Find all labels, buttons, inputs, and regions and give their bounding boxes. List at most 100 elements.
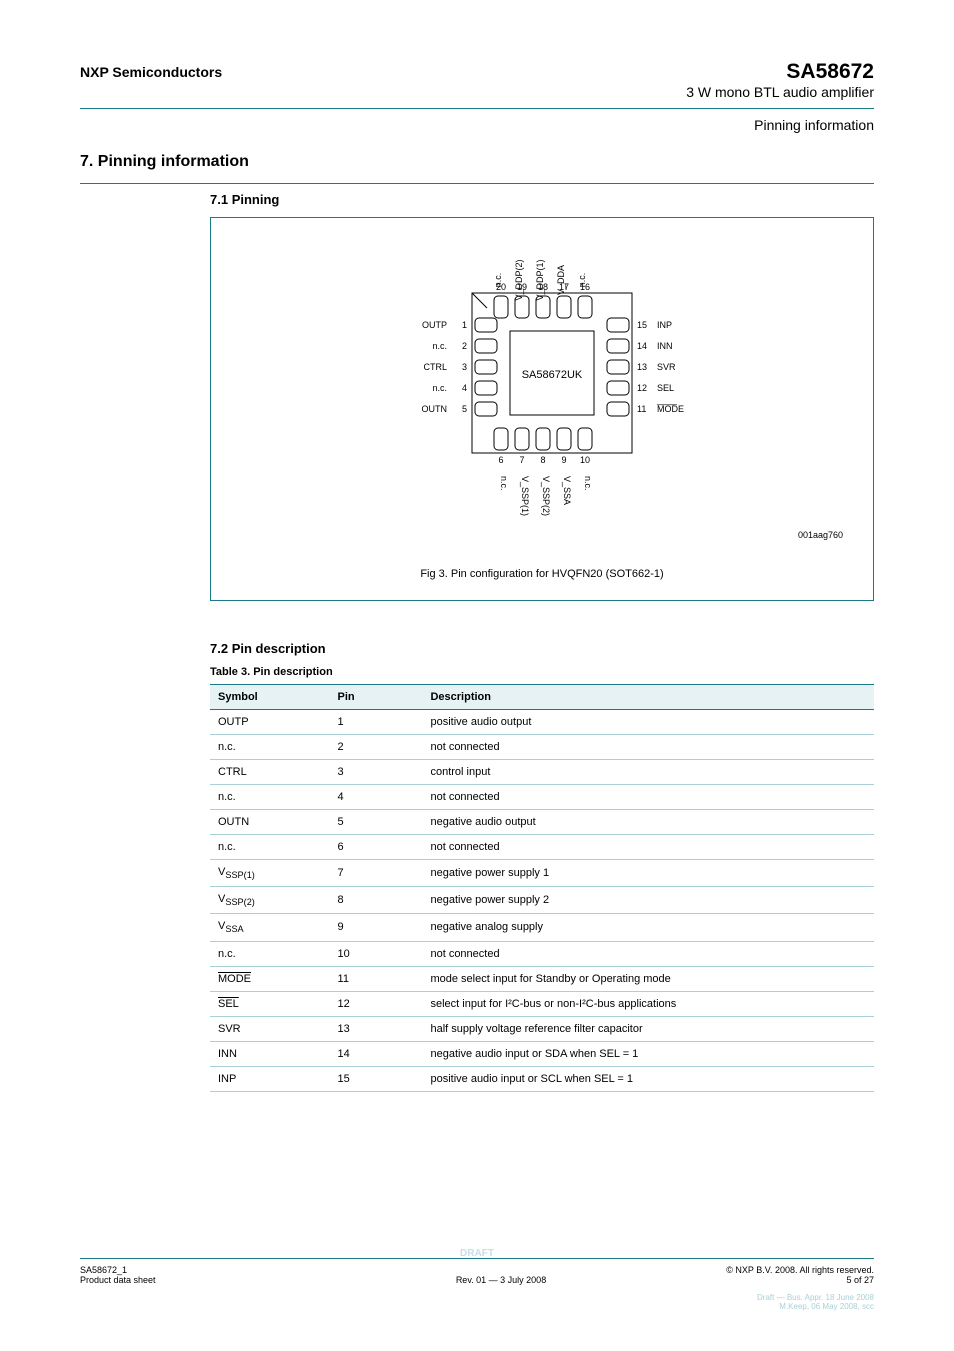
cell-pin: 15 bbox=[330, 1066, 423, 1091]
svg-text:11: 11 bbox=[637, 404, 646, 414]
cell-desc: mode select input for Standby or Operati… bbox=[422, 966, 874, 991]
section-title-text: Pinning information bbox=[98, 153, 249, 170]
header-divider-1 bbox=[80, 108, 874, 109]
cell-desc: negative analog supply bbox=[422, 914, 874, 941]
svg-text:10: 10 bbox=[580, 455, 590, 465]
part-number: SA58672 bbox=[686, 60, 874, 84]
table-row: INP15positive audio input or SCL when SE… bbox=[210, 1066, 874, 1091]
svg-text:INP: INP bbox=[657, 320, 672, 330]
table-row: n.c.6not connected bbox=[210, 835, 874, 860]
cell-pin: 1 bbox=[330, 710, 423, 735]
svg-text:14: 14 bbox=[637, 341, 647, 351]
cell-pin: 11 bbox=[330, 966, 423, 991]
table-row: SEL12select input for I²C-bus or non-I²C… bbox=[210, 991, 874, 1016]
svg-text:SEL: SEL bbox=[657, 383, 674, 393]
pin-table-container: Table 3. Pin description Symbol Pin Desc… bbox=[210, 666, 874, 1092]
svg-text:INN: INN bbox=[657, 341, 673, 351]
table-row: n.c.4not connected bbox=[210, 785, 874, 810]
cell-pin: 6 bbox=[330, 835, 423, 860]
table-caption-text: Pin description bbox=[253, 666, 332, 678]
svg-text:n.c.: n.c. bbox=[493, 273, 503, 288]
subsection-heading: 7.1 Pinning bbox=[210, 192, 874, 207]
svg-text:CTRL: CTRL bbox=[423, 362, 447, 372]
cell-desc: negative power supply 1 bbox=[422, 860, 874, 887]
svg-text:OUTP: OUTP bbox=[422, 320, 447, 330]
cell-pin: 14 bbox=[330, 1041, 423, 1066]
svg-text:9: 9 bbox=[561, 455, 566, 465]
cell-pin: 10 bbox=[330, 941, 423, 966]
cell-desc: not connected bbox=[422, 735, 874, 760]
section-divider bbox=[80, 183, 874, 184]
cell-symbol: VSSP(1) bbox=[210, 860, 330, 887]
section-number: 7. bbox=[80, 153, 93, 170]
cell-pin: 7 bbox=[330, 860, 423, 887]
table-header-row: Symbol Pin Description bbox=[210, 685, 874, 710]
subsection-number-2: 7.2 bbox=[210, 641, 228, 656]
cell-symbol: n.c. bbox=[210, 835, 330, 860]
svg-text:OUTN: OUTN bbox=[422, 404, 448, 414]
table-row: OUTP1positive audio output bbox=[210, 710, 874, 735]
cell-symbol: OUTN bbox=[210, 810, 330, 835]
svg-text:V_SSA: V_SSA bbox=[562, 476, 572, 505]
svg-text:n.c.: n.c. bbox=[432, 383, 447, 393]
cell-desc: not connected bbox=[422, 835, 874, 860]
svg-text:V_DDP(2): V_DDP(2) bbox=[514, 259, 524, 300]
subsection-title: Pinning bbox=[232, 192, 280, 207]
svg-text:5: 5 bbox=[462, 404, 467, 414]
svg-text:6: 6 bbox=[498, 455, 503, 465]
svg-text:n.c.: n.c. bbox=[432, 341, 447, 351]
cell-desc: negative audio input or SDA when SEL = 1 bbox=[422, 1041, 874, 1066]
table-row: n.c.10not connected bbox=[210, 941, 874, 966]
svg-text:8: 8 bbox=[540, 455, 545, 465]
cell-pin: 12 bbox=[330, 991, 423, 1016]
page-footer: SA58672_1 © NXP B.V. 2008. All rights re… bbox=[80, 1258, 874, 1311]
svg-text:2: 2 bbox=[462, 341, 467, 351]
cell-symbol: SVR bbox=[210, 1016, 330, 1041]
table-row: VSSP(1)7negative power supply 1 bbox=[210, 860, 874, 887]
draft-watermark: DRAFT bbox=[460, 1248, 494, 1259]
svg-text:3: 3 bbox=[462, 362, 467, 372]
svg-text:n.c.: n.c. bbox=[499, 476, 509, 491]
cell-symbol: n.c. bbox=[210, 735, 330, 760]
table-row: n.c.2not connected bbox=[210, 735, 874, 760]
col-header-desc: Description bbox=[422, 685, 874, 710]
cell-symbol: n.c. bbox=[210, 785, 330, 810]
cell-desc: positive audio output bbox=[422, 710, 874, 735]
cell-symbol: INN bbox=[210, 1041, 330, 1066]
figure-caption: Fig 3. Pin configuration for HVQFN20 (SO… bbox=[231, 568, 853, 580]
figure-caption-text: Pin configuration for HVQFN20 (SOT662-1) bbox=[451, 568, 664, 580]
company-name: NXP Semiconductors bbox=[80, 64, 222, 80]
top-pins: 20 19 18 17 16 n.c. V_DDP(2) V_DDP(1) V_… bbox=[493, 259, 592, 318]
col-header-pin: Pin bbox=[330, 685, 423, 710]
table-row: VSSP(2)8negative power supply 2 bbox=[210, 887, 874, 914]
bottom-pins: 6 7 8 9 10 n.c. V_SSP(1) V_SSP(2) V_SSA … bbox=[494, 428, 593, 516]
table-caption: Table 3. Pin description bbox=[210, 666, 874, 678]
cell-symbol: SEL bbox=[210, 991, 330, 1016]
table-row: CTRL3control input bbox=[210, 760, 874, 785]
footer-page-num: 5 of 27 bbox=[846, 1275, 874, 1285]
figure-caption-number: Fig 3. bbox=[420, 568, 448, 580]
svg-text:n.c.: n.c. bbox=[583, 476, 593, 491]
cell-pin: 3 bbox=[330, 760, 423, 785]
right-pins: 15 14 13 12 11 INP INN SVR SEL MODE ____ bbox=[607, 318, 684, 416]
svg-text:13: 13 bbox=[637, 362, 647, 372]
cell-pin: 13 bbox=[330, 1016, 423, 1041]
footer-doc-type: Product data sheet bbox=[80, 1275, 156, 1285]
footer-revision: Rev. 01 — 3 July 2008 bbox=[456, 1275, 546, 1285]
cell-symbol: OUTP bbox=[210, 710, 330, 735]
svg-text:7: 7 bbox=[519, 455, 524, 465]
footer-copyright: © NXP B.V. 2008. All rights reserved. bbox=[726, 1265, 874, 1275]
table-row: OUTN5negative audio output bbox=[210, 810, 874, 835]
cell-desc: control input bbox=[422, 760, 874, 785]
table-caption-number: Table 3. bbox=[210, 666, 250, 678]
part-desc: 3 W mono BTL audio amplifier bbox=[686, 84, 874, 100]
cell-symbol: MODE bbox=[210, 966, 330, 991]
svg-text:4: 4 bbox=[462, 383, 467, 393]
cell-desc: positive audio input or SCL when SEL = 1 bbox=[422, 1066, 874, 1091]
cell-desc: select input for I²C-bus or non-I²C-bus … bbox=[422, 991, 874, 1016]
chip-inner-label: SA58672UK bbox=[522, 369, 583, 381]
svg-text:____: ____ bbox=[656, 395, 678, 405]
svg-text:15: 15 bbox=[637, 320, 647, 330]
col-header-symbol: Symbol bbox=[210, 685, 330, 710]
cell-desc: negative audio output bbox=[422, 810, 874, 835]
